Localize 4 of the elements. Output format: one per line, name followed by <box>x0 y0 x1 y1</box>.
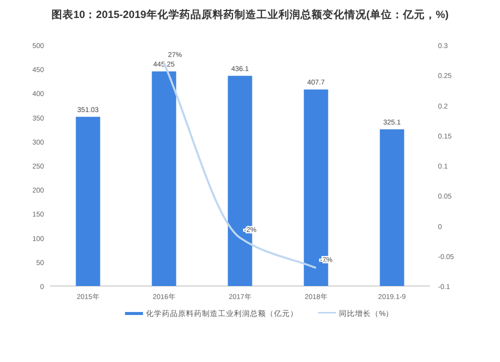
chart-title: 图表10：2015-2019年化学药品原料药制造工业利润总额变化情况(单位：亿元，%) <box>51 8 449 21</box>
bar <box>380 129 404 286</box>
bar <box>76 116 100 286</box>
bar <box>152 71 176 286</box>
